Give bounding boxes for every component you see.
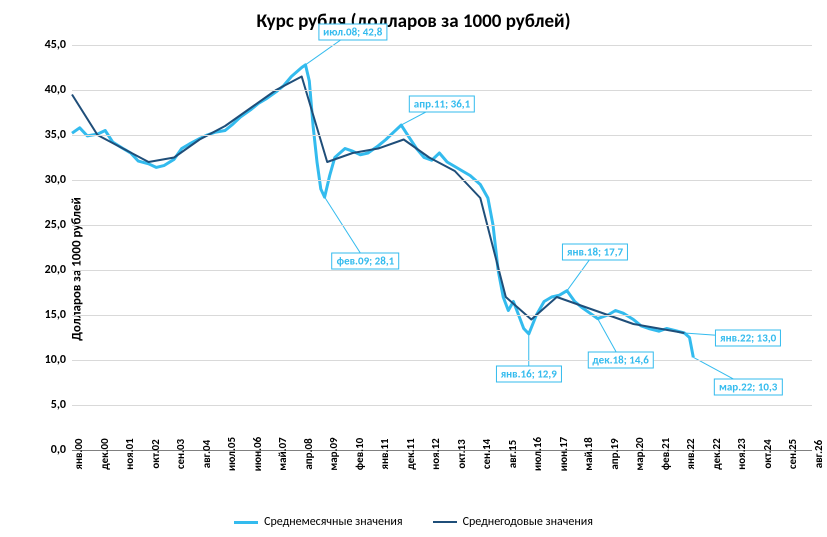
legend-swatch	[433, 521, 457, 523]
series-line	[72, 65, 693, 358]
x-tick-label: фев.21	[659, 438, 672, 471]
x-tick-label: июл.16	[531, 437, 544, 471]
x-tick-label: июн.06	[251, 437, 264, 472]
callout-label: фев.09; 28,1	[332, 253, 400, 270]
legend-item-annual: Среднегодовые значения	[433, 515, 593, 529]
y-tick-label: 15,0	[45, 308, 66, 322]
x-tick-label: ноя.12	[429, 438, 442, 469]
callout-label: июл.08; 42,8	[318, 23, 387, 40]
callout-label: дек.18; 14,6	[587, 352, 653, 369]
x-tick-label: окт.02	[149, 439, 162, 468]
y-tick-label: 30,0	[45, 173, 66, 187]
x-tick-label: ноя.23	[735, 438, 748, 469]
plot-area: 0,05,010,015,020,025,030,035,040,045,0ян…	[72, 45, 812, 450]
x-tick-label: дек.11	[404, 438, 417, 469]
x-tick-label: янв.00	[72, 438, 85, 469]
y-tick-label: 25,0	[45, 218, 66, 232]
gridline	[72, 270, 812, 271]
y-tick-label: 45,0	[45, 38, 66, 52]
x-tick-label: дек.00	[98, 438, 111, 469]
series-line	[72, 77, 684, 334]
x-tick-label: апр.19	[608, 438, 621, 469]
y-tick-label: 5,0	[51, 398, 66, 412]
x-tick-label: авг.04	[200, 440, 213, 468]
gridline	[72, 180, 812, 181]
y-tick-label: 40,0	[45, 83, 66, 97]
callout-label: янв.18; 17,7	[562, 244, 628, 261]
callout-label: апр.11; 36,1	[409, 95, 475, 112]
gridline	[72, 315, 812, 316]
x-tick-label: фев.10	[353, 438, 366, 471]
x-tick-label: янв.11	[378, 438, 391, 469]
callout-label: янв.16; 12,9	[496, 365, 562, 382]
x-tick-label: май.07	[276, 437, 289, 471]
x-tick-label: окт.13	[455, 439, 468, 468]
gridline	[72, 45, 812, 46]
x-tick-label: сен.25	[786, 439, 799, 469]
callout-label: мар.22; 10,3	[714, 379, 782, 396]
x-tick-label: мар.20	[633, 437, 646, 470]
y-tick-label: 20,0	[45, 263, 66, 277]
x-tick-label: май.18	[582, 437, 595, 471]
gridline	[72, 360, 812, 361]
x-tick-label: мар.09	[327, 437, 340, 470]
x-tick-label: авг.15	[506, 440, 519, 468]
gridline	[72, 90, 812, 91]
y-tick-label: 10,0	[45, 353, 66, 367]
x-tick-label: дек.22	[710, 438, 723, 469]
chart-container: Курс рубля (долларов за 1000 рублей) Дол…	[0, 0, 827, 537]
gridline	[72, 405, 812, 406]
callout-leader	[325, 197, 366, 261]
x-tick-label: апр.08	[302, 438, 315, 469]
legend-label: Среднемесячные значения	[264, 515, 403, 529]
x-tick-label: ноя.01	[123, 438, 136, 469]
legend-label: Среднегодовые значения	[463, 515, 593, 529]
gridline	[72, 135, 812, 136]
x-tick-label: окт.24	[761, 439, 774, 468]
x-tick-label: сен.03	[174, 439, 187, 469]
callout-label: янв.22; 13,0	[715, 329, 781, 346]
x-tick-label: июн.17	[557, 437, 570, 472]
legend: Среднемесячные значения Среднегодовые зн…	[0, 515, 827, 529]
chart-title: Курс рубля (долларов за 1000 рублей)	[0, 10, 827, 33]
legend-swatch	[234, 521, 258, 524]
y-tick-label: 0,0	[51, 443, 66, 457]
x-tick-label: авг.26	[812, 440, 825, 468]
gridline	[72, 225, 812, 226]
x-tick-label: июл.05	[225, 437, 238, 471]
x-tick-label: сен.14	[480, 439, 493, 469]
legend-item-monthly: Среднемесячные значения	[234, 515, 403, 529]
y-tick-label: 35,0	[45, 128, 66, 142]
x-tick-label: янв.22	[684, 438, 697, 469]
